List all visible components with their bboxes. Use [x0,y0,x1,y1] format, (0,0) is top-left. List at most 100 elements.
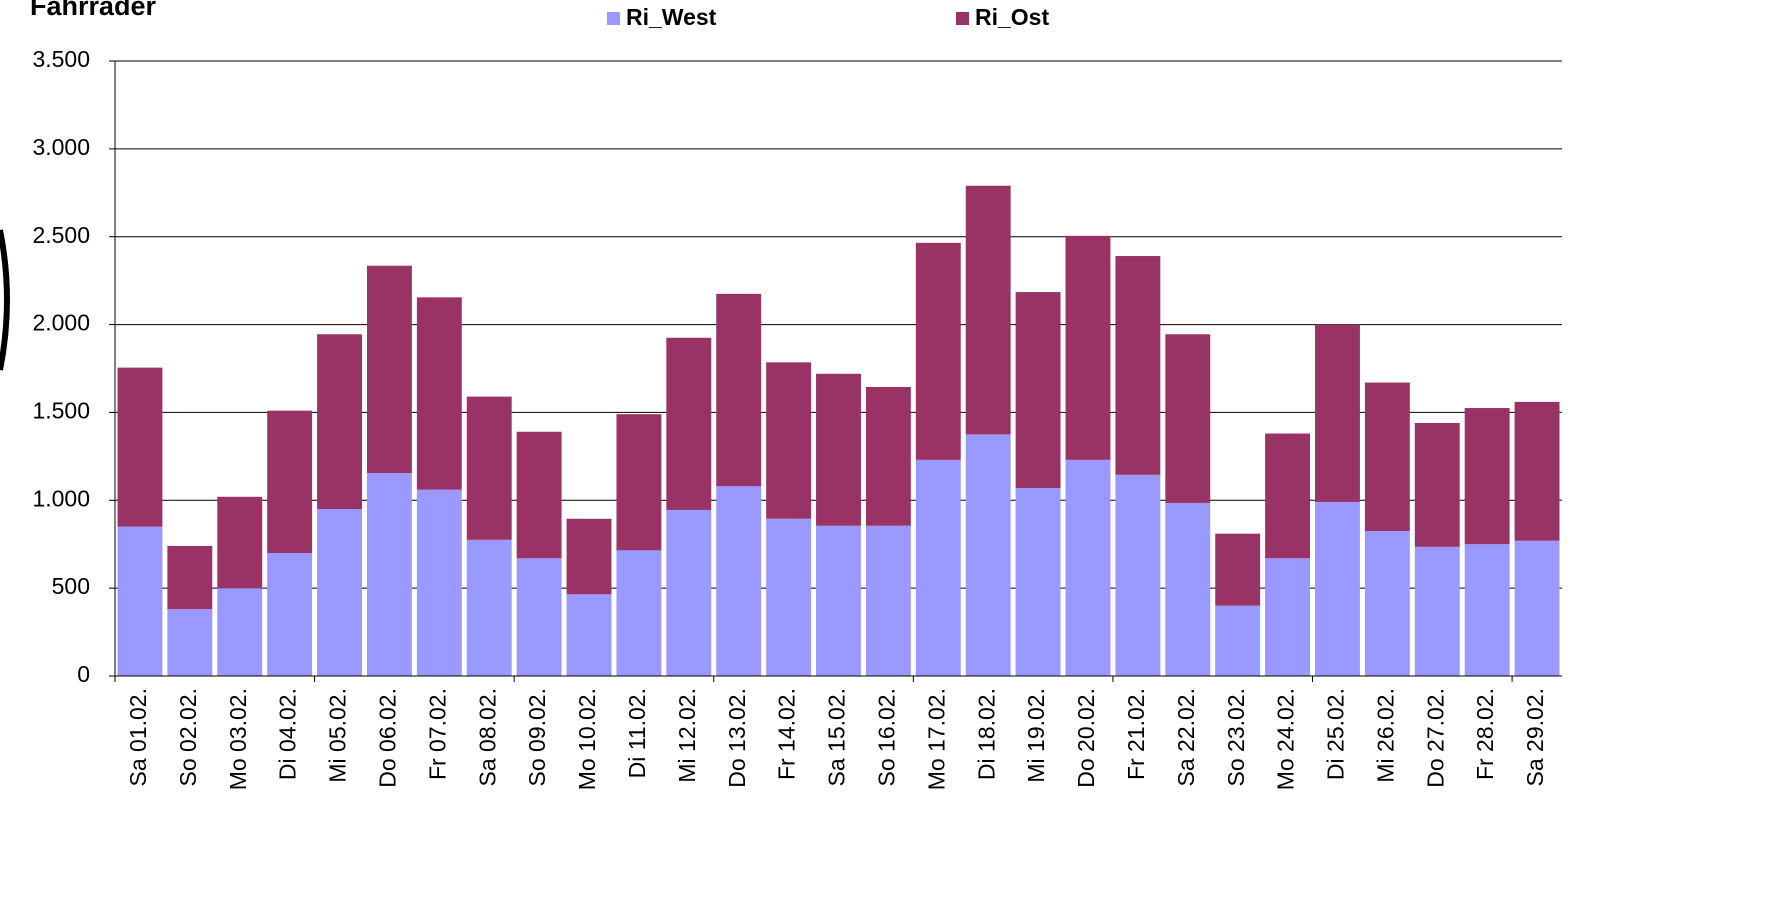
bar [816,373,861,526]
bar [117,526,163,676]
bar [466,539,512,676]
bar [317,334,362,510]
bar [1464,408,1510,545]
bar [1265,558,1311,676]
y-tick-label: 500 [52,573,90,599]
bar [1065,459,1111,676]
bar [416,489,462,676]
bar [1514,540,1560,676]
x-tick-label: Do 20.02. [1073,688,1099,788]
bar [865,386,911,526]
x-tick-label: Fr 14.02. [774,688,800,780]
x-tick-label: Sa 22.02. [1173,688,1199,786]
x-tick-label: So 02.02. [175,688,201,786]
x-tick-label: Sa 29.02. [1522,688,1548,786]
bar [816,525,861,676]
x-tick-label: Mi 12.02. [674,688,700,783]
bar [1414,422,1460,547]
bar [566,594,612,676]
x-tick-label: Do 27.02. [1422,688,1448,788]
bar [317,509,362,676]
bar [965,434,1011,676]
x-tick-label: So 09.02. [524,688,550,786]
bar [167,609,213,676]
bar [466,396,512,540]
legend-swatch [956,12,969,25]
x-tick-label: Mo 17.02. [923,688,949,790]
bar [616,550,662,676]
bar [1215,533,1261,606]
x-tick-label: Mo 03.02. [225,688,251,790]
bar [1215,605,1261,676]
bar [366,473,412,676]
bar [117,367,163,527]
x-tick-label: So 23.02. [1223,688,1249,786]
bar [716,486,762,676]
x-tick-label: Di 25.02. [1323,688,1349,780]
x-tick-label: Fr 28.02. [1472,688,1498,780]
bar [566,518,612,595]
x-tick-label: Di 04.02. [275,688,301,780]
bar [1265,433,1311,559]
bar [1165,502,1211,676]
bar [666,509,712,676]
y-tick-label: 3.500 [32,46,90,72]
bar [1115,256,1161,475]
y-tick-label: 1.000 [32,485,90,511]
y-tick-label: 1.500 [32,398,90,424]
bar [267,553,313,676]
x-tick-label: Mi 05.02. [325,688,351,783]
bar [965,185,1011,435]
x-tick-label: Mo 10.02. [574,688,600,790]
bar [167,545,213,610]
x-tick-label: Sa 15.02. [824,688,850,786]
bar [516,431,562,559]
bar [1165,334,1211,503]
x-tick-label: Fr 21.02. [1123,688,1149,780]
bar [1015,292,1061,488]
legend-label: Ri_West [626,4,717,30]
bar [766,362,812,519]
bar [666,337,712,510]
x-tick-label: Fr 07.02. [424,688,450,780]
x-tick-label: Do 06.02. [375,688,401,788]
x-tick-label: Do 13.02. [724,688,750,788]
x-tick-label: Mi 26.02. [1372,688,1398,783]
bar [1364,382,1410,532]
x-tick-label: Sa 01.02. [125,688,151,786]
y-tick-label: 3.000 [32,134,90,160]
x-tick-label: Sa 08.02. [474,688,500,786]
bar [915,459,961,676]
bar [217,588,263,676]
bar [1115,474,1161,676]
y-tick-label: 2.500 [32,222,90,248]
bar [716,293,762,487]
bar [217,496,263,589]
x-tick-label: Di 11.02. [624,688,650,778]
bar [366,265,412,474]
y-tick-label: 2.000 [32,310,90,336]
bar [1364,531,1410,676]
x-tick-label: Di 18.02. [973,688,999,780]
bar [865,525,911,676]
x-tick-label: Mo 24.02. [1273,688,1299,790]
bar [1315,502,1360,676]
x-tick-label: So 16.02. [873,688,899,786]
bar [1065,235,1111,460]
bar [1514,401,1560,541]
legend-label: Ri_Ost [975,4,1049,30]
bar [766,518,812,676]
bar [1315,324,1360,503]
chart-title: Fahrräder [30,0,157,21]
bar [1414,546,1460,676]
bar [516,558,562,676]
decoration-arc [0,229,10,371]
bar [616,414,662,551]
bar [1464,544,1510,676]
y-tick-label: 0 [77,661,90,687]
bar [915,242,961,460]
bar [416,297,462,490]
bar [267,410,313,553]
bar [1015,487,1061,676]
